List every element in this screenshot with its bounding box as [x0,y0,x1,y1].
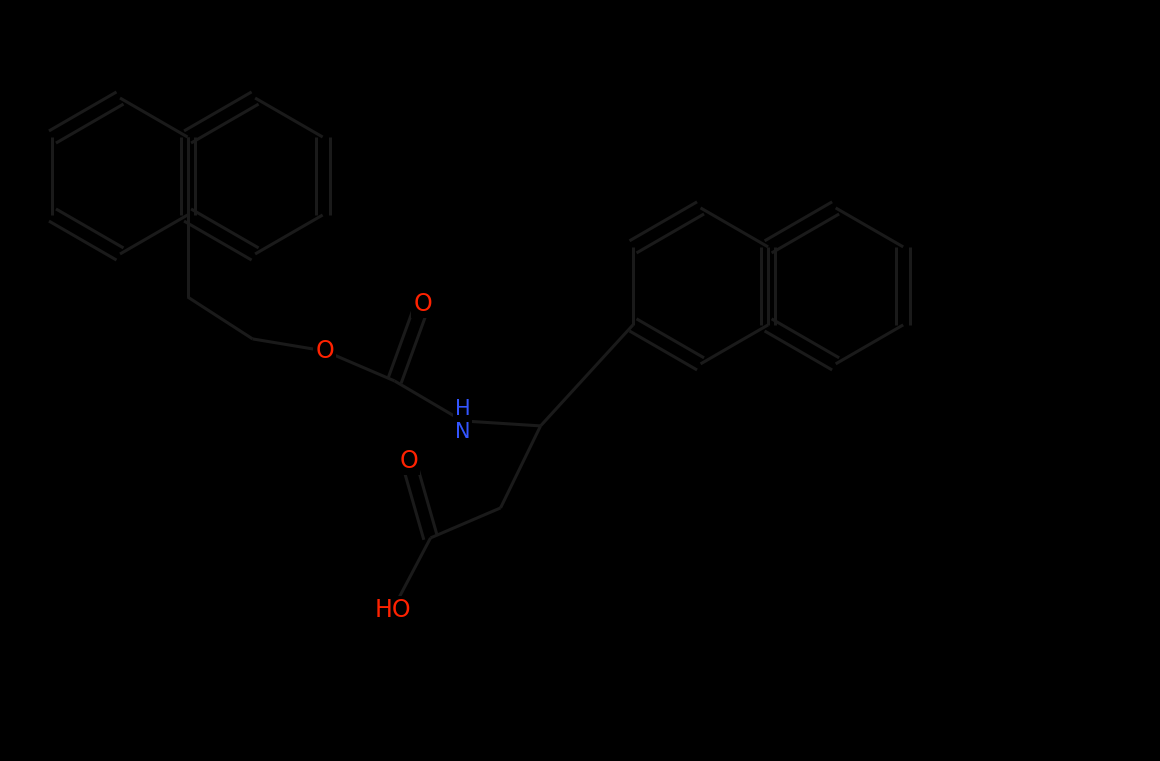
Text: O: O [399,449,418,473]
Text: HO: HO [375,598,411,622]
Text: O: O [316,339,334,363]
Text: H
N: H N [455,400,470,442]
Text: O: O [413,292,432,316]
